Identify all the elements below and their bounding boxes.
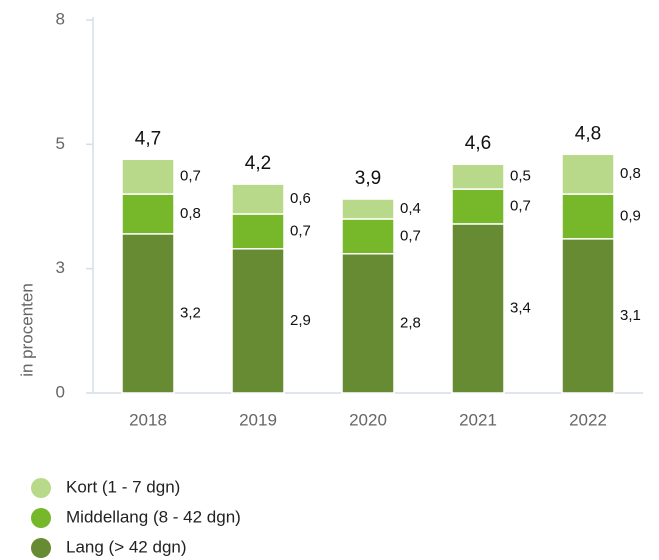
- total-label: 4,7: [135, 128, 161, 149]
- legend-label: Lang (> 42 dgn): [66, 537, 187, 556]
- legend-swatch: [31, 478, 51, 498]
- segment-label: 3,1: [620, 307, 641, 324]
- segment-label: 0,7: [180, 168, 201, 185]
- x-tick-label: 2018: [129, 410, 167, 429]
- total-label: 3,9: [355, 168, 381, 189]
- bar-segment: [341, 198, 395, 220]
- legend-label: Kort (1 - 7 dgn): [66, 477, 180, 496]
- segment-label: 2,8: [400, 314, 421, 331]
- legend-swatch: [31, 508, 51, 528]
- segment-label: 3,2: [180, 304, 201, 321]
- y-tick-label: 3: [56, 258, 65, 277]
- segment-label: 0,9: [620, 207, 641, 224]
- y-tick-label: 5: [56, 134, 65, 153]
- segment-label: 0,6: [290, 190, 311, 207]
- segment-label: 3,4: [510, 299, 531, 316]
- segment-label: 0,7: [510, 197, 531, 214]
- x-tick-label: 2022: [569, 410, 607, 429]
- segment-label: 2,9: [290, 312, 311, 329]
- bar-segment: [121, 193, 175, 235]
- y-tick-label: 0: [56, 382, 65, 401]
- segment-label: 0,8: [620, 165, 641, 182]
- y-tick-label: 8: [56, 9, 65, 28]
- bar-segment: [231, 248, 285, 394]
- bar-segment: [341, 252, 395, 394]
- bar-segment: [561, 238, 615, 394]
- bar-segment: [231, 183, 285, 215]
- total-label: 4,2: [245, 153, 271, 174]
- x-tick-label: 2020: [349, 410, 387, 429]
- bar-segment: [561, 153, 615, 195]
- segment-label: 0,7: [400, 227, 421, 244]
- bar-segment: [561, 193, 615, 240]
- bar-segment: [121, 233, 175, 394]
- total-label: 4,6: [465, 133, 491, 154]
- bar-segment: [231, 213, 285, 250]
- bar-segment: [451, 163, 505, 190]
- total-label: 4,8: [575, 123, 601, 144]
- segment-label: 0,7: [290, 222, 311, 239]
- bar-segment: [121, 158, 175, 195]
- x-tick-label: 2021: [459, 410, 497, 429]
- bar-segment: [451, 223, 505, 394]
- x-tick-label: 2019: [239, 410, 277, 429]
- y-axis-title: in procenten: [17, 283, 36, 377]
- bar-segment: [451, 188, 505, 225]
- bar-segment: [341, 218, 395, 255]
- segment-label: 0,8: [180, 205, 201, 222]
- legend-label: Middellang (8 - 42 dgn): [66, 507, 241, 526]
- segment-label: 0,4: [400, 200, 421, 217]
- segment-label: 0,5: [510, 168, 531, 185]
- legend-swatch: [31, 538, 51, 558]
